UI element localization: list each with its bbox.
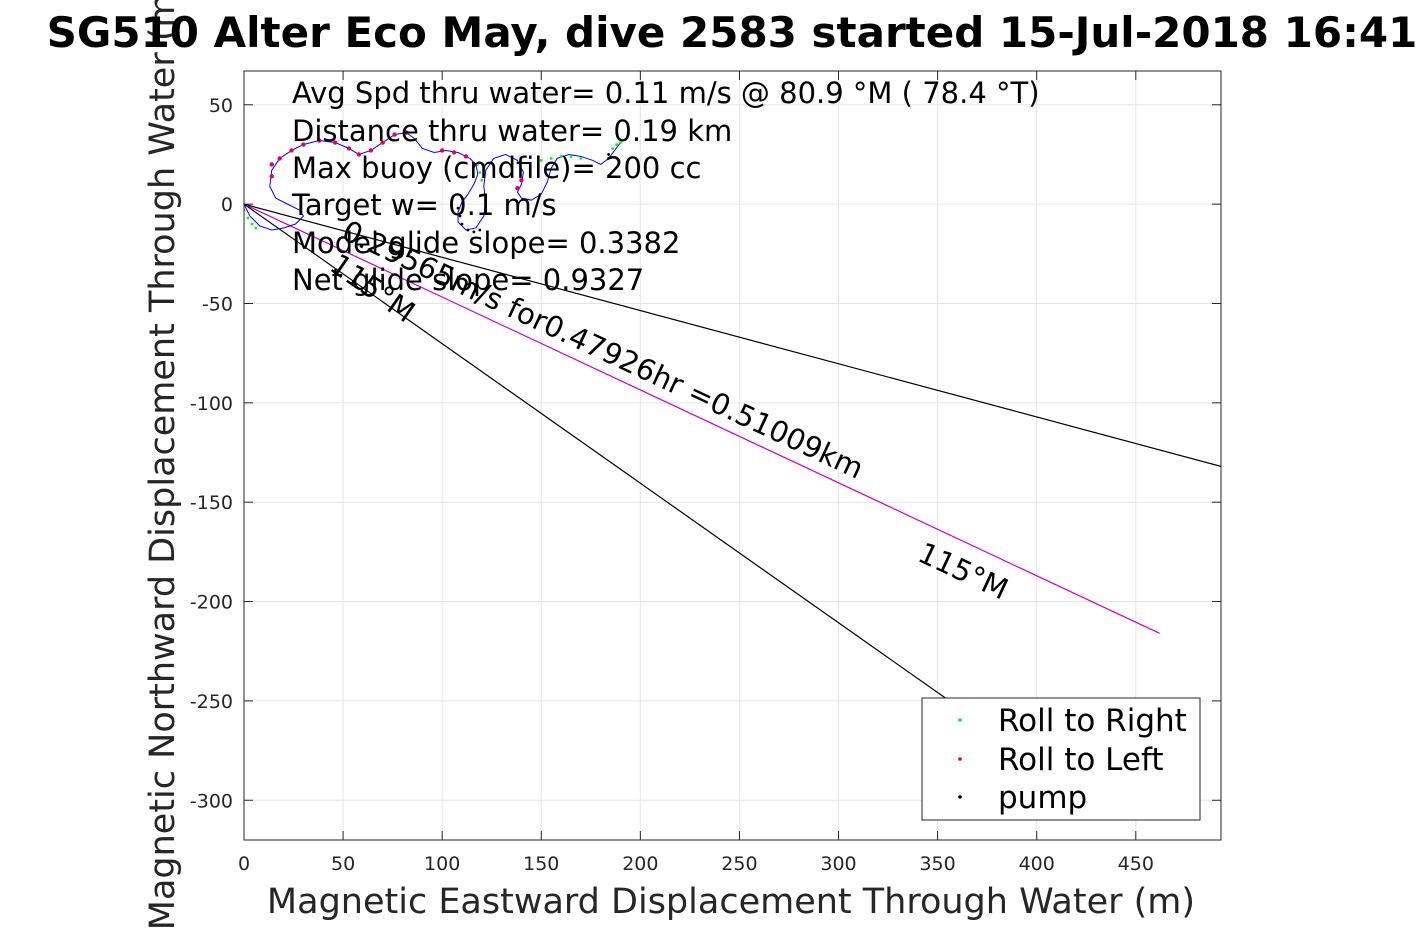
y-axis-label: Magnetic Northward Displacement Through … (143, 0, 183, 930)
roll-left-point (393, 133, 397, 136)
legend: Roll to Right Roll to Left pump (921, 697, 1201, 821)
roll-right-point (254, 226, 258, 230)
legend-marker-roll-right (958, 718, 962, 722)
x-tick-label: 450 (1118, 853, 1154, 875)
x-tick-label: 0 (238, 853, 250, 875)
roll-left-point (440, 149, 444, 152)
roll-left-points (270, 131, 523, 190)
roll-left-point (302, 143, 305, 146)
pump-point (460, 222, 464, 226)
legend-marker-pump (958, 795, 962, 799)
y-tick-label: -300 (190, 790, 233, 812)
roll-left-point (357, 153, 361, 156)
pump-point (607, 153, 611, 156)
roll-left-point (381, 141, 385, 144)
x-tick-label: 400 (1019, 853, 1055, 875)
y-tick-label: -150 (190, 492, 233, 514)
roll-left-point (405, 131, 408, 134)
x-tick-label: 300 (820, 853, 856, 875)
roll-right-point (611, 147, 615, 150)
roll-right-point (476, 162, 480, 166)
annotation-distance: Distance thru water= 0.19 km (292, 114, 732, 148)
roll-right-point (480, 178, 484, 182)
reference-line-drift (244, 203, 1160, 634)
y-tick-label: -200 (190, 592, 233, 614)
x-tick-label: 150 (523, 853, 559, 875)
axes-box (243, 70, 1222, 841)
roll-left-point (347, 147, 351, 150)
y-tick-label: 50 (209, 95, 233, 117)
roll-left-point (270, 174, 274, 178)
x-tick-label: 250 (721, 853, 757, 875)
roll-left-point (464, 155, 468, 158)
pump-point (466, 228, 470, 232)
pump-point (456, 206, 460, 210)
axis-ticks (243, 71, 1221, 840)
annotation-model-glide-slope: Model glide slope= 0.3382 (292, 226, 680, 260)
y-tick-label: -50 (202, 293, 233, 315)
annotation-net-glide-slope: Net glide slope= 0.9327 (292, 263, 644, 297)
pump-points (456, 153, 611, 234)
legend-label-pump: pump (998, 780, 1087, 816)
roll-right-point (619, 141, 622, 144)
y-tick-label: -250 (190, 691, 233, 713)
legend-label-roll-left: Roll to Left (998, 742, 1164, 778)
y-tick-labels: 50 0 -50 -100 -150 -200 -250 -300 (190, 95, 233, 812)
roll-right-point (559, 155, 563, 158)
reference-line-upper (244, 203, 1221, 468)
roll-right-point (579, 157, 583, 160)
roll-right-point (478, 170, 482, 174)
roll-right-point (615, 143, 618, 146)
roll-left-point (278, 157, 282, 160)
roll-right-points (244, 141, 622, 230)
y-tick-label: 0 (221, 194, 233, 216)
pump-point (478, 228, 482, 232)
x-tick-label: 100 (424, 853, 460, 875)
legend-box (921, 697, 1201, 821)
roll-left-point (317, 139, 321, 142)
reference-line-lower (244, 203, 950, 702)
legend-label-roll-right: Roll to Right (998, 703, 1187, 739)
roll-right-point (569, 155, 573, 158)
reference-lines (244, 203, 1221, 702)
x-tick-label: 350 (919, 853, 955, 875)
roll-right-point (246, 216, 250, 220)
roll-left-point (520, 178, 523, 182)
roll-left-point (290, 149, 293, 152)
pump-point (458, 214, 462, 218)
annotation-block: Avg Spd thru water= 0.11 m/s @ 80.9 °M (… (291, 76, 1040, 297)
roll-left-point (516, 186, 519, 190)
roll-left-point (452, 151, 456, 154)
annotation-target-w: Target w= 0.1 m/s (291, 188, 557, 222)
legend-marker-roll-left (958, 757, 962, 761)
annotation-max-buoy: Max buoy (cmdfile)= 200 cc (292, 151, 701, 185)
roll-right-point (539, 159, 543, 162)
grid (244, 71, 1221, 840)
track-line (244, 132, 621, 231)
roll-left-point (369, 149, 373, 152)
x-tick-label: 50 (331, 853, 355, 875)
x-tick-label: 200 (622, 853, 658, 875)
annotation-avg-speed: Avg Spd thru water= 0.11 m/s @ 80.9 °M (… (292, 76, 1040, 110)
roll-right-point (549, 157, 553, 160)
roll-right-point (250, 222, 254, 226)
chart-title: SG510 Alter Eco May, dive 2583 started 1… (47, 8, 1417, 57)
roll-left-point (333, 141, 337, 144)
x-tick-labels: 0 50 100 150 200 250 300 350 400 450 (238, 853, 1154, 875)
roll-left-point (270, 162, 274, 166)
pump-point (472, 230, 476, 234)
y-tick-label: -100 (190, 393, 233, 415)
x-axis-label: Magnetic Eastward Displacement Through W… (267, 882, 1195, 922)
